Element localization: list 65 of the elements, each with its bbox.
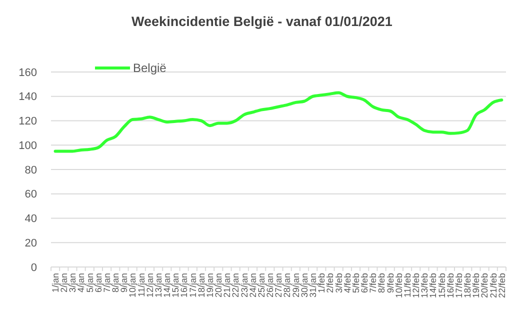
x-tick-label: 9/jan	[119, 273, 130, 293]
x-tick-label: 25/jan	[256, 273, 266, 298]
x-tick-label: 8/feb	[376, 273, 387, 294]
x-tick-label: 6/jan	[93, 273, 104, 293]
x-tick-label: 16/feb	[445, 273, 456, 298]
x-tick-label: 7/jan	[102, 273, 112, 293]
line-series	[54, 91, 504, 153]
x-tick-label: 1/feb	[316, 273, 327, 294]
x-tick-label: 21/jan	[222, 273, 232, 298]
x-tick-label: 30/jan	[299, 273, 310, 298]
x-tick-label: 2/feb	[325, 273, 336, 294]
x-tick-label: 9/feb	[385, 273, 396, 294]
x-tick-label: 8/jan	[110, 273, 121, 293]
y-tick-label: 20	[24, 237, 37, 250]
y-tick-label: 60	[24, 188, 37, 201]
x-tick-label: 14/jan	[162, 273, 172, 298]
x-tick-label: 27/jan	[274, 273, 284, 298]
y-tick-label: 40	[24, 213, 37, 226]
x-tick-label: 13/jan	[153, 273, 164, 298]
x-tick-label: 13/feb	[420, 273, 430, 298]
y-tick-label: 140	[18, 91, 37, 104]
x-tick-label: 24/jan	[248, 273, 258, 298]
x-tick-label: 20/feb	[480, 273, 490, 298]
x-tick-label: 23/jan	[239, 273, 250, 298]
x-tick-label: 19/jan	[204, 273, 215, 298]
y-tick-label: 160	[18, 66, 37, 79]
x-tick-label: 6/feb	[360, 273, 370, 294]
x-tick-label: 14/feb	[428, 273, 438, 298]
x-tick-label: 16/jan	[179, 273, 190, 298]
x-tick-label: 3/feb	[334, 273, 344, 294]
x-tick-label: 12/jan	[144, 273, 155, 298]
x-tick-label: 15/feb	[436, 273, 447, 298]
x-tick-label: 15/jan	[170, 273, 181, 298]
x-tick-label: 12/feb	[411, 273, 422, 298]
x-tick-label: 5/feb	[350, 273, 361, 294]
x-tick-label: 5/jan	[84, 273, 95, 293]
x-tick-label: 22/jan	[230, 273, 241, 298]
x-tick-label: 10/feb	[394, 273, 404, 298]
x-tick-label: 10/jan	[128, 273, 138, 298]
legend-label: België	[133, 61, 167, 76]
x-tick-label: 31/jan	[308, 273, 318, 298]
x-tick-label: 11/jan	[136, 273, 146, 297]
x-tick-label: 22/feb	[496, 273, 507, 298]
x-tick-label: 17/feb	[454, 273, 464, 298]
y-tick-label: 80	[24, 164, 37, 176]
x-tick-label: 17/jan	[188, 273, 198, 298]
x-tick-label: 2/jan	[59, 273, 70, 293]
x-tick-label: 19/feb	[471, 273, 482, 298]
y-tick-label: 120	[18, 116, 37, 128]
chart-title: Weekincidentie België - vanaf 01/01/2021	[132, 14, 393, 29]
y-tick-label: 0	[30, 262, 37, 274]
x-tick-label: 20/jan	[214, 273, 224, 298]
x-tick-label: 7/feb	[368, 273, 378, 294]
x-tick-label: 3/jan	[68, 273, 78, 293]
x-tick-label: 4/feb	[342, 273, 352, 294]
x-tick-label: 1/jan	[50, 273, 60, 293]
x-tick-label: 28/jan	[282, 273, 292, 298]
x-tick-label: 21/feb	[488, 273, 498, 298]
x-tick-label: 18/jan	[196, 273, 206, 298]
x-tick-label: 26/jan	[265, 273, 276, 298]
x-tick-label: 18/feb	[462, 273, 473, 298]
x-tick-label: 11/feb	[402, 273, 412, 298]
y-tick-label: 100	[18, 140, 37, 152]
x-tick-label: 29/jan	[290, 273, 301, 298]
x-tick-label: 4/jan	[76, 273, 86, 293]
